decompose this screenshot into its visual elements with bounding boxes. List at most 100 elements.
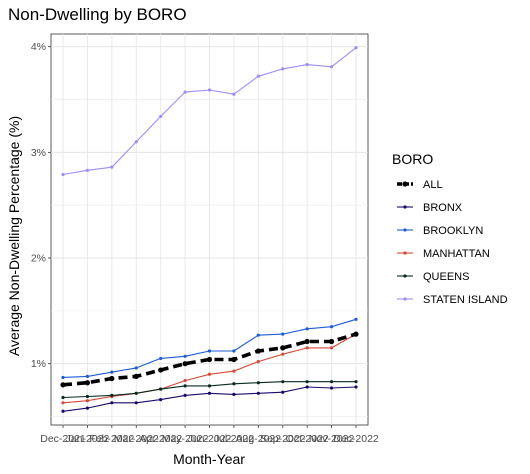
x-tick-label: Dec-2021 bbox=[40, 433, 86, 445]
legend-label-staten-island: STATEN ISLAND bbox=[423, 294, 508, 306]
y-axis-title: Average Non-Dwelling Percentage (%) bbox=[6, 116, 22, 356]
data-point-staten-island bbox=[305, 63, 309, 67]
data-point-brooklyn bbox=[110, 370, 114, 374]
data-point-all bbox=[328, 338, 335, 345]
data-point-staten-island bbox=[256, 74, 260, 78]
x-tick-label: Oct-2022 bbox=[286, 433, 329, 445]
data-point-queens bbox=[110, 393, 114, 398]
data-point-bronx bbox=[329, 386, 334, 390]
data-point-brooklyn bbox=[61, 375, 65, 380]
legend: BORO ALL BRONX BROOKLYN MANHATTAN QUEENS STAT… bbox=[392, 151, 508, 306]
data-point-staten-island bbox=[183, 90, 187, 94]
legend-label-manhattan: MANHATTAN bbox=[423, 248, 490, 260]
data-point-manhattan bbox=[85, 399, 90, 403]
data-point-brooklyn bbox=[85, 374, 90, 378]
data-point-queens bbox=[159, 387, 163, 391]
legend-key-point-all bbox=[402, 181, 408, 187]
data-point-staten-island bbox=[329, 65, 334, 69]
data-point-all bbox=[60, 382, 66, 388]
data-point-manhattan bbox=[256, 359, 260, 364]
data-point-bronx bbox=[61, 409, 65, 413]
legend-key-point-manhattan bbox=[403, 251, 407, 255]
data-point-staten-island bbox=[232, 92, 236, 96]
legend-key-point-queens bbox=[403, 274, 407, 278]
legend-key-point-bronx bbox=[403, 205, 407, 209]
data-point-queens bbox=[207, 384, 212, 388]
data-point-all bbox=[133, 373, 139, 379]
data-point-bronx bbox=[134, 401, 138, 405]
x-tick-label: Nov-2022 bbox=[309, 433, 355, 445]
data-point-bronx bbox=[159, 398, 163, 402]
data-point-all bbox=[206, 356, 213, 363]
data-point-queens bbox=[85, 394, 90, 399]
legend-key-point-staten-island bbox=[403, 297, 407, 301]
data-point-staten-island bbox=[207, 88, 212, 92]
y-tick-label: 4% bbox=[31, 41, 46, 53]
data-point-manhattan bbox=[281, 352, 285, 356]
data-point-bronx bbox=[85, 406, 90, 410]
legend-title: BORO bbox=[392, 151, 433, 167]
x-tick-label: Feb-2022 bbox=[89, 433, 134, 445]
data-point-manhattan bbox=[232, 369, 236, 373]
data-point-staten-island bbox=[85, 168, 90, 172]
data-point-all bbox=[182, 361, 188, 367]
data-point-brooklyn bbox=[183, 354, 187, 358]
data-point-manhattan bbox=[183, 379, 187, 383]
data-point-staten-island bbox=[354, 46, 358, 50]
data-point-staten-island bbox=[110, 165, 114, 169]
data-point-brooklyn bbox=[256, 333, 260, 337]
legend-key-point-brooklyn bbox=[403, 228, 407, 232]
legend-label-all: ALL bbox=[423, 179, 443, 191]
data-point-queens bbox=[61, 395, 65, 400]
data-point-brooklyn bbox=[281, 332, 285, 336]
data-point-queens bbox=[305, 380, 309, 384]
data-point-manhattan bbox=[305, 346, 309, 350]
y-tick-label: 3% bbox=[31, 147, 46, 159]
x-tick-label: Jul-2022 bbox=[214, 433, 254, 445]
data-point-brooklyn bbox=[329, 325, 334, 329]
data-point-brooklyn bbox=[305, 327, 309, 331]
data-point-all bbox=[84, 380, 91, 386]
legend-label-bronx: BRONX bbox=[423, 202, 463, 214]
data-point-staten-island bbox=[134, 140, 138, 144]
data-point-bronx bbox=[281, 390, 285, 394]
data-point-bronx bbox=[305, 385, 309, 389]
x-tick-label: Jun-2022 bbox=[188, 433, 232, 445]
x-tick-label: Dec-2022 bbox=[333, 433, 379, 445]
legend-label-brooklyn: BROOKLYN bbox=[423, 225, 483, 237]
plot-area: 1% 2% 3% 4% Dec-2021 Feb-2022 Apr-2022 Jun-2022… bbox=[31, 33, 379, 445]
data-point-queens bbox=[183, 384, 187, 388]
x-axis-title: Month-Year bbox=[173, 451, 245, 467]
x-tick-label: Apr-2022 bbox=[139, 433, 182, 445]
data-point-bronx bbox=[256, 391, 260, 395]
data-point-staten-island bbox=[61, 172, 65, 177]
data-point-all bbox=[353, 331, 359, 337]
x-tick-label: Aug-2022 bbox=[236, 433, 282, 445]
y-tick-label: 1% bbox=[31, 358, 46, 370]
data-point-bronx bbox=[232, 392, 236, 396]
x-tick-label: Sep-2022 bbox=[260, 433, 306, 445]
data-point-queens bbox=[232, 382, 236, 386]
chart-title: Non-Dwelling by BORO bbox=[8, 5, 187, 24]
data-point-bronx bbox=[183, 393, 187, 398]
data-point-queens bbox=[281, 380, 285, 384]
data-point-all bbox=[109, 375, 115, 382]
data-point-all bbox=[231, 356, 237, 363]
data-point-brooklyn bbox=[134, 366, 138, 370]
data-point-all bbox=[255, 348, 261, 354]
data-point-brooklyn bbox=[207, 349, 212, 353]
data-point-staten-island bbox=[159, 114, 163, 119]
data-point-manhattan bbox=[207, 372, 212, 376]
data-point-queens bbox=[354, 380, 358, 384]
data-point-all bbox=[280, 345, 286, 351]
data-point-brooklyn bbox=[354, 317, 358, 321]
legend-label-queens: QUEENS bbox=[423, 271, 469, 283]
data-point-queens bbox=[134, 391, 138, 395]
data-point-all bbox=[158, 367, 164, 373]
data-point-brooklyn bbox=[159, 356, 163, 361]
data-point-manhattan bbox=[61, 401, 65, 405]
data-point-manhattan bbox=[329, 346, 334, 350]
data-point-brooklyn bbox=[232, 349, 236, 353]
x-tick-label: Jan-2022 bbox=[66, 433, 110, 445]
